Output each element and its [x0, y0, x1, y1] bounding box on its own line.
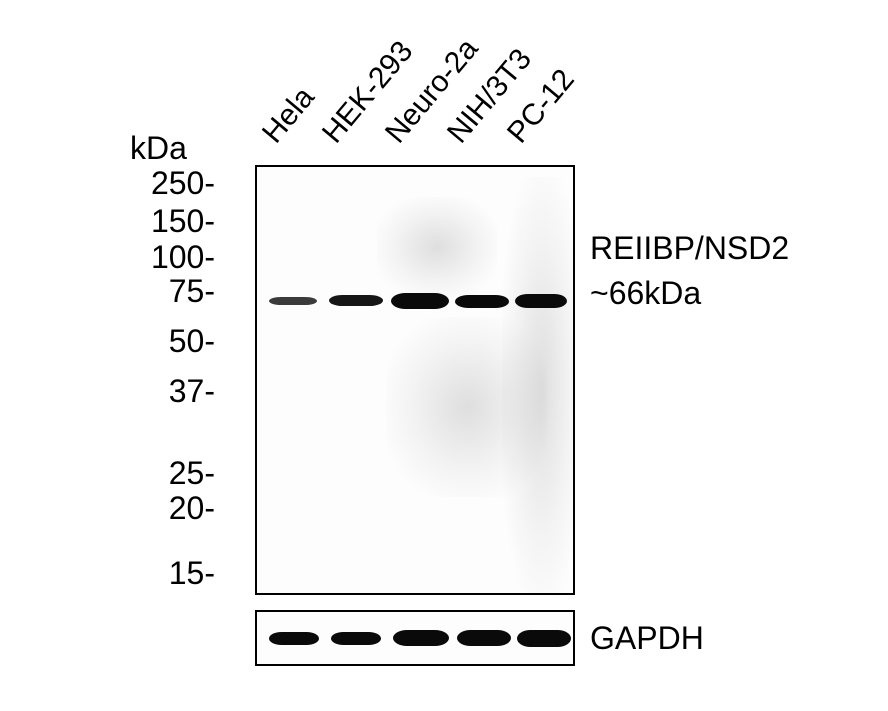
- mw-marker-label: 150-: [130, 203, 215, 240]
- target-protein-label: REIIBP/NSD2: [590, 230, 789, 267]
- mw-marker-label: 50-: [130, 323, 215, 360]
- background-smear: [502, 177, 575, 595]
- gapdh-band: [269, 632, 319, 645]
- protein-band: [515, 294, 567, 308]
- mw-marker-label: 100-: [130, 239, 215, 276]
- gapdh-label: GAPDH: [590, 620, 704, 657]
- protein-band: [329, 295, 383, 306]
- gapdh-band: [517, 630, 571, 647]
- kda-unit-label: kDa: [130, 130, 187, 167]
- gapdh-band: [393, 630, 449, 646]
- protein-band: [391, 293, 449, 309]
- gapdh-blot-panel: [255, 610, 575, 666]
- lane-label: Hela: [256, 81, 322, 150]
- protein-band: [455, 295, 509, 308]
- gapdh-band: [457, 630, 511, 646]
- gapdh-band: [331, 632, 381, 645]
- protein-band: [269, 297, 317, 305]
- mw-marker-label: 37-: [130, 373, 215, 410]
- lane-labels-group: HelaHEK-293Neuro-2aNIH/3T3PC-12: [260, 20, 600, 150]
- target-size-label: ~66kDa: [590, 275, 701, 312]
- main-blot-panel: [255, 165, 575, 595]
- background-smear: [377, 197, 497, 297]
- mw-marker-label: 250-: [130, 165, 215, 202]
- mw-marker-label: 75-: [130, 273, 215, 310]
- mw-marker-label: 25-: [130, 455, 215, 492]
- mw-marker-label: 20-: [130, 490, 215, 527]
- mw-marker-label: 15-: [130, 555, 215, 592]
- western-blot-figure: kDa HelaHEK-293Neuro-2aNIH/3T3PC-12 250-…: [50, 20, 850, 700]
